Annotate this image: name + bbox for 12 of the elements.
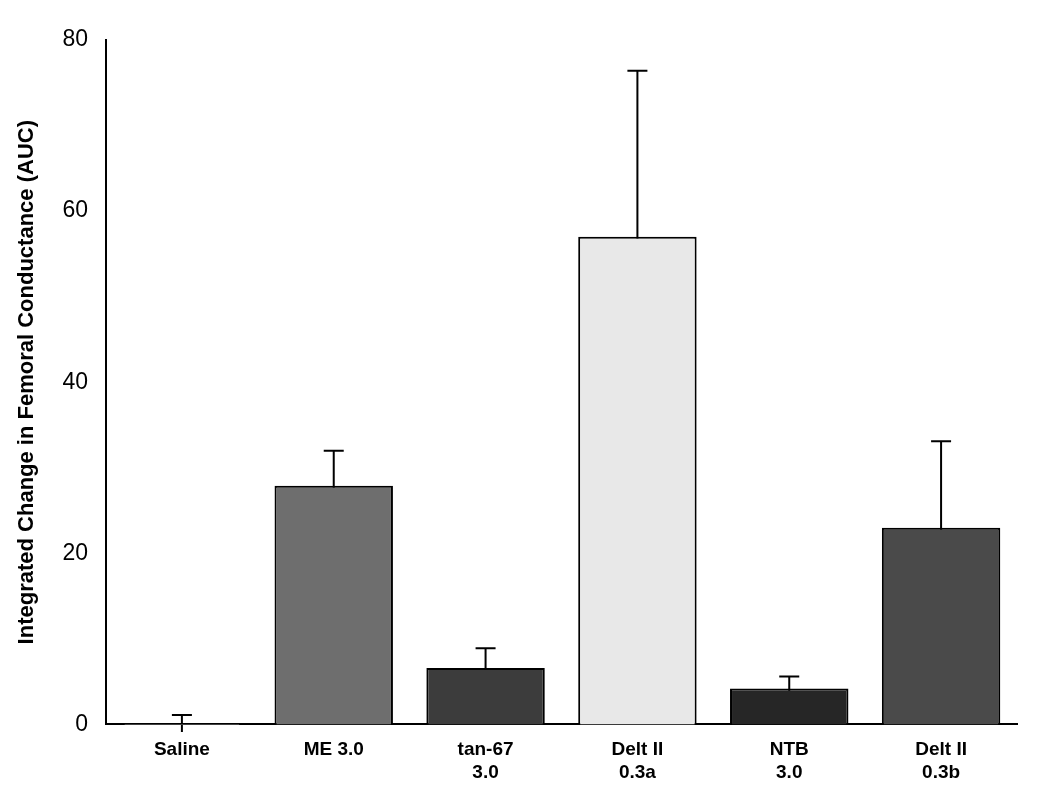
x-tick-label: tan-67 3.0	[457, 738, 514, 782]
x-tick-label: Delt II 0.3b	[915, 738, 967, 782]
x-tick-label: Saline	[153, 738, 210, 760]
y-tick-label: 40	[62, 367, 88, 394]
y-tick-label: 20	[62, 538, 88, 565]
x-tick-label: NTB 3.0	[769, 738, 809, 782]
y-tick-label: 0	[75, 709, 88, 736]
x-tick-label: ME 3.0	[303, 738, 364, 760]
y-tick-label: 80	[62, 25, 88, 52]
x-tick-label: Delt II 0.3a	[611, 738, 664, 782]
y-tick-label: 60	[62, 196, 88, 223]
y-axis-title: Integrated Change in Femoral Conductance (AUC)	[13, 120, 39, 645]
